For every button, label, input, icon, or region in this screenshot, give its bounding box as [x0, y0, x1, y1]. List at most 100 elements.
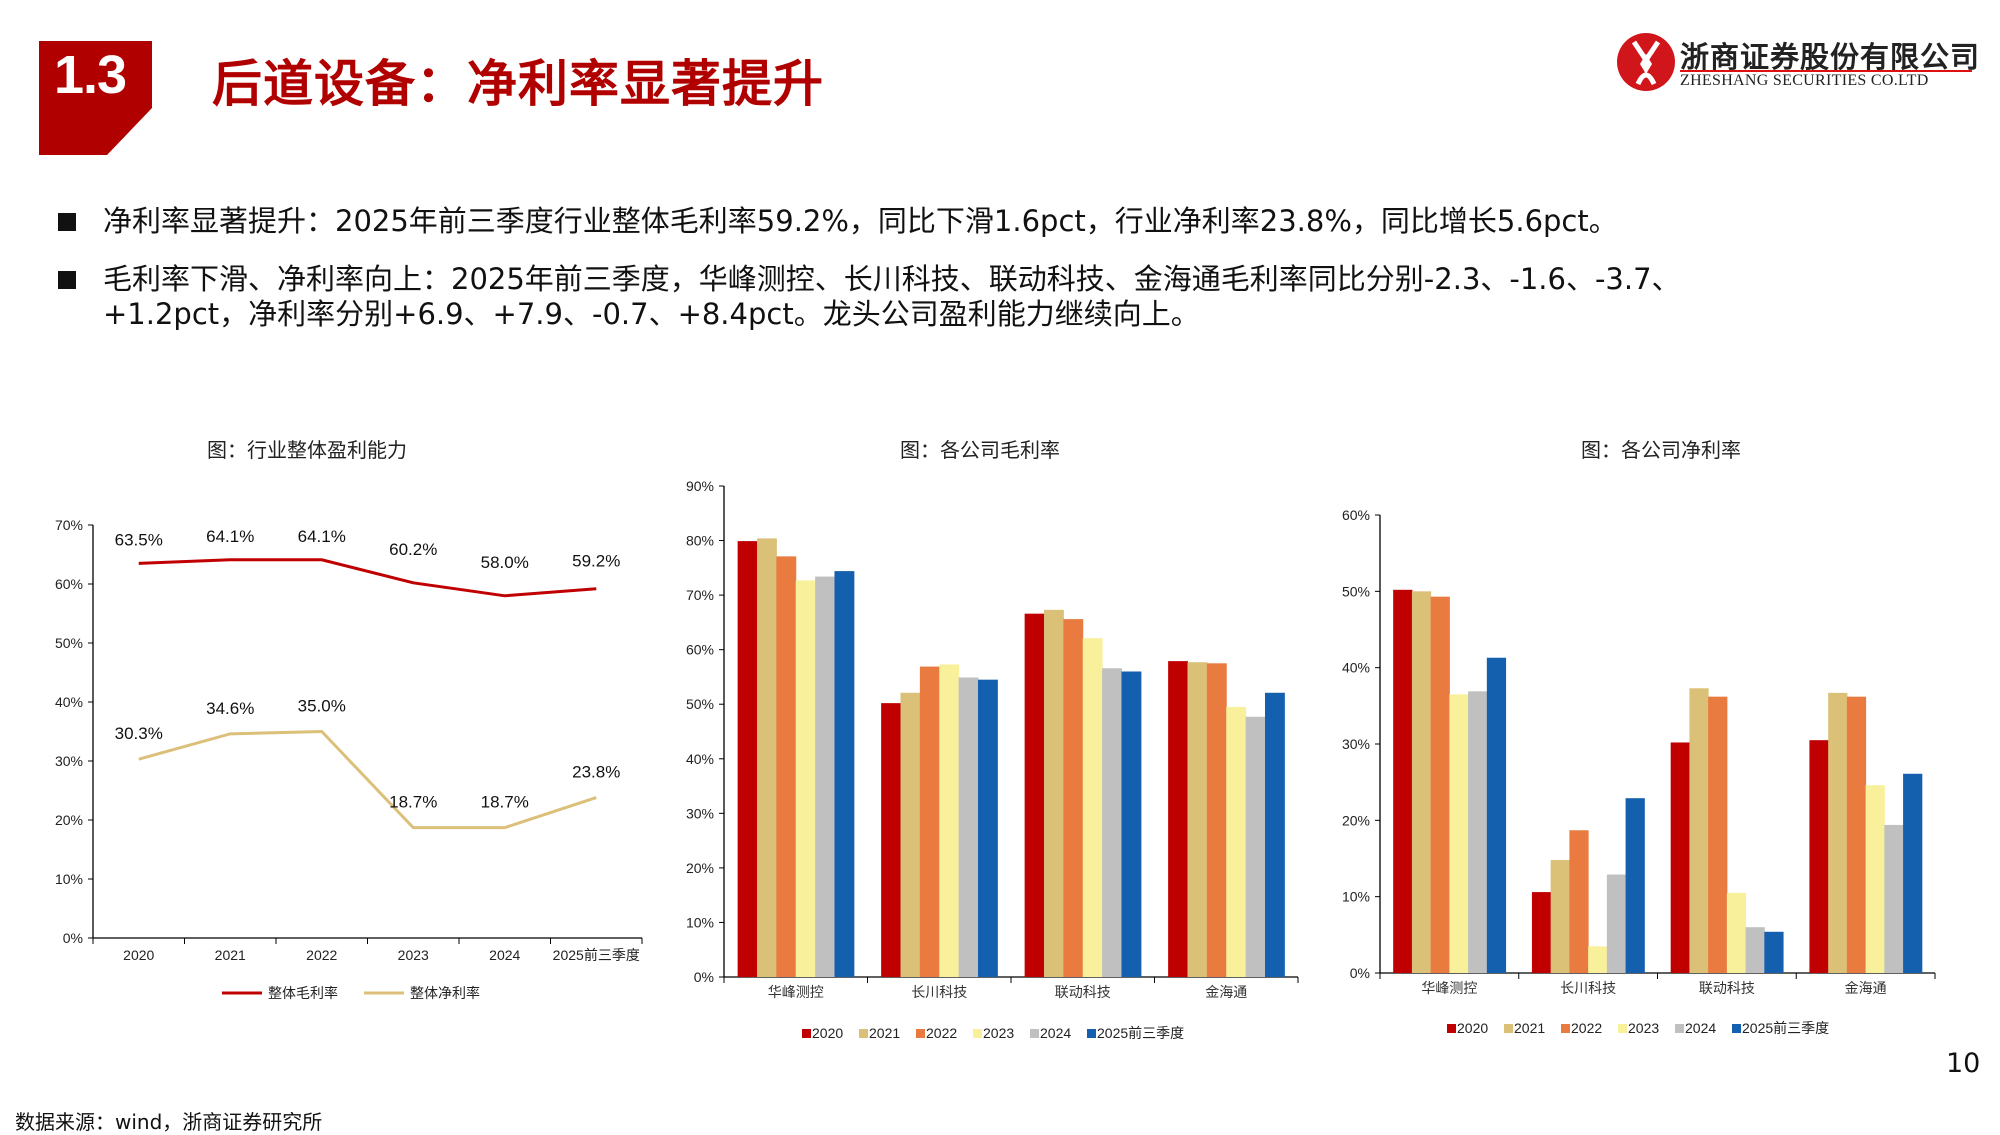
y-tick-label: 10% — [686, 914, 714, 930]
y-tick-label: 30% — [1342, 736, 1370, 752]
bar-net-2024 — [1745, 927, 1765, 973]
bar-gross-2022 — [1063, 619, 1084, 977]
data-label: 59.2% — [572, 552, 620, 571]
bar-net-2020 — [1670, 742, 1690, 973]
bar-net-2022 — [1708, 696, 1728, 973]
bar-net-2024 — [1606, 874, 1627, 973]
y-tick-label: 30% — [55, 753, 83, 769]
category-label: 华峰测控 — [1421, 980, 1477, 996]
data-label: 58.0% — [481, 553, 529, 572]
data-label: 23.8% — [572, 763, 620, 782]
bar-gross-2025前三季度 — [834, 571, 855, 977]
bar-net-2025前三季度 — [1764, 931, 1784, 973]
bar-net-2022 — [1846, 696, 1867, 973]
x-tick-label: 2021 — [215, 947, 246, 963]
y-tick-label: 20% — [1342, 812, 1370, 828]
x-tick-label: 2024 — [489, 947, 520, 963]
legend-swatch — [1447, 1024, 1456, 1033]
legend-label: 2021 — [1514, 1020, 1545, 1036]
section-badge — [39, 41, 152, 155]
chart-title-net-margin: 图：各公司净利率 — [1581, 438, 1741, 462]
category-label: 华峰测控 — [768, 984, 824, 1000]
data-label: 64.1% — [206, 527, 254, 546]
data-label: 34.6% — [206, 699, 254, 718]
bar-net-2025前三季度 — [1625, 798, 1645, 973]
y-tick-label: 80% — [686, 533, 714, 549]
y-tick-label: 0% — [694, 969, 714, 985]
bullet-square-icon — [58, 213, 76, 231]
legend-label: 2021 — [869, 1025, 900, 1041]
legend-label: 2020 — [812, 1025, 843, 1041]
bar-net-2024 — [1468, 691, 1488, 973]
page-title: 后道设备：净利率显著提升 — [212, 55, 824, 113]
legend-swatch — [1732, 1024, 1741, 1033]
category-label: 长川科技 — [1560, 980, 1616, 996]
y-tick-label: 60% — [55, 576, 83, 592]
bar-gross-2022 — [776, 556, 797, 977]
data-label: 30.3% — [115, 724, 163, 743]
bar-net-2021 — [1550, 860, 1570, 973]
category-label: 金海通 — [1205, 984, 1247, 1000]
x-tick-label: 2023 — [398, 947, 429, 963]
logo-company-name: 浙商证券股份有限公司 — [1680, 40, 1981, 74]
zheshang-logo-icon — [1617, 33, 1675, 91]
bar-gross-2025前三季度 — [1121, 671, 1142, 977]
bar-gross-2024 — [815, 576, 835, 977]
bar-net-2020 — [1531, 892, 1552, 973]
bar-gross-2022 — [919, 666, 940, 977]
legend-swatch — [802, 1029, 811, 1038]
category-label: 长川科技 — [911, 984, 967, 1000]
line-series-gross — [138, 558, 597, 598]
legend-label: 2023 — [1628, 1020, 1659, 1036]
data-label: 18.7% — [481, 793, 529, 812]
legend-label: 2025前三季度 — [1097, 1025, 1184, 1041]
bar-gross-2020 — [737, 541, 758, 977]
bar-gross-2020 — [1168, 661, 1189, 977]
y-tick-label: 70% — [55, 517, 83, 533]
legend-swatch — [1087, 1029, 1096, 1038]
bar-net-2020 — [1809, 740, 1829, 973]
y-tick-label: 60% — [686, 642, 714, 658]
bar-gross-2023 — [1082, 638, 1103, 977]
section-number: 1.3 — [54, 45, 127, 105]
y-tick-label: 30% — [686, 805, 714, 821]
chart-title-industry: 图：行业整体盈利能力 — [207, 438, 407, 462]
legend-label: 2023 — [983, 1025, 1014, 1041]
bar-gross-2021 — [1187, 662, 1208, 977]
y-tick-label: 40% — [55, 694, 83, 710]
legend-label: 2022 — [1571, 1020, 1602, 1036]
data-label: 60.2% — [389, 540, 437, 559]
y-tick-label: 60% — [1342, 507, 1370, 523]
bar-gross-2021 — [757, 538, 777, 977]
bar-gross-2024 — [1102, 668, 1122, 977]
bar-gross-2022 — [1206, 663, 1227, 977]
legend-label: 2025前三季度 — [1742, 1020, 1829, 1036]
bar-gross-2025前三季度 — [1264, 692, 1285, 977]
bar-net-2024 — [1884, 824, 1904, 973]
bar-gross-2021 — [1044, 609, 1064, 977]
bar-net-2021 — [1828, 692, 1848, 973]
data-label: 35.0% — [298, 697, 346, 716]
page-number: 10 — [1946, 1048, 1981, 1079]
legend-swatch — [1504, 1024, 1513, 1033]
bar-net-2023 — [1449, 694, 1469, 973]
bullet-text-2-cont: +1.2pct，净利率分别+6.9、+7.9、-0.7、+8.4pct。龙头公司… — [103, 297, 1200, 331]
bar-net-2021 — [1689, 688, 1709, 973]
y-tick-label: 40% — [1342, 660, 1370, 676]
bar-gross-2021 — [900, 692, 921, 977]
chart-title-gross-margin: 图：各公司毛利率 — [900, 438, 1060, 462]
bar-gross-2023 — [939, 664, 960, 977]
legend-label: 2020 — [1457, 1020, 1488, 1036]
bar-net-2021 — [1411, 591, 1432, 973]
bar-gross-2020 — [1024, 613, 1045, 977]
y-tick-label: 50% — [1342, 583, 1370, 599]
legend-swatch — [916, 1029, 925, 1038]
bar-net-2023 — [1588, 946, 1608, 973]
legend-swatch — [1561, 1024, 1570, 1033]
bar-net-2025前三季度 — [1903, 773, 1923, 973]
bar-net-2022 — [1569, 830, 1589, 973]
y-tick-label: 70% — [686, 587, 714, 603]
bullet-text-1: 净利率显著提升：2025年前三季度行业整体毛利率59.2%，同比下滑1.6pct… — [103, 204, 1618, 238]
legend-swatch — [859, 1029, 868, 1038]
bar-net-2025前三季度 — [1486, 657, 1507, 973]
